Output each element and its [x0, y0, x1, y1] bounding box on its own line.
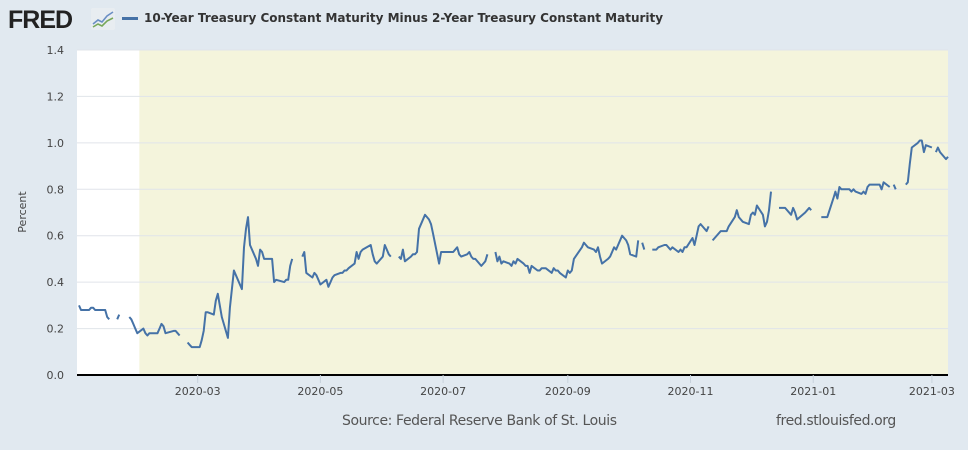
y-tick-label: 1.0: [47, 137, 65, 150]
fred-logo[interactable]: FRED: [8, 6, 73, 34]
y-tick-label: 0.6: [47, 230, 65, 243]
x-tick-label: 2020-09: [545, 385, 591, 398]
x-tick-label: 2020-11: [668, 385, 714, 398]
y-tick-label: 0.4: [47, 276, 65, 289]
y-tick-label: 0.0: [47, 369, 65, 382]
chart-legend: 10-Year Treasury Constant Maturity Minus…: [122, 11, 663, 25]
x-tick-label: 2020-05: [297, 385, 343, 398]
source-credit: Source: Federal Reserve Bank of St. Loui…: [342, 413, 617, 429]
fred-chart-icon: [91, 8, 115, 30]
legend-swatch: [122, 16, 138, 20]
fred-url-link[interactable]: fred.stlouisfed.org: [776, 413, 896, 429]
y-tick-label: 1.2: [47, 90, 65, 103]
y-tick-label: 0.8: [47, 183, 65, 196]
y-tick-label: 1.4: [47, 44, 65, 57]
y-tick-label: 0.2: [47, 323, 65, 336]
x-tick-label: 2020-07: [420, 385, 466, 398]
series-line: [78, 139, 949, 349]
x-tick-label: 2021-01: [790, 385, 836, 398]
recession-shading: [139, 50, 948, 375]
x-tick-label: 2020-03: [175, 385, 221, 398]
y-axis-label: Percent: [16, 191, 29, 233]
x-tick-label: 2021-03: [909, 385, 955, 398]
legend-label: 10-Year Treasury Constant Maturity Minus…: [144, 11, 664, 25]
